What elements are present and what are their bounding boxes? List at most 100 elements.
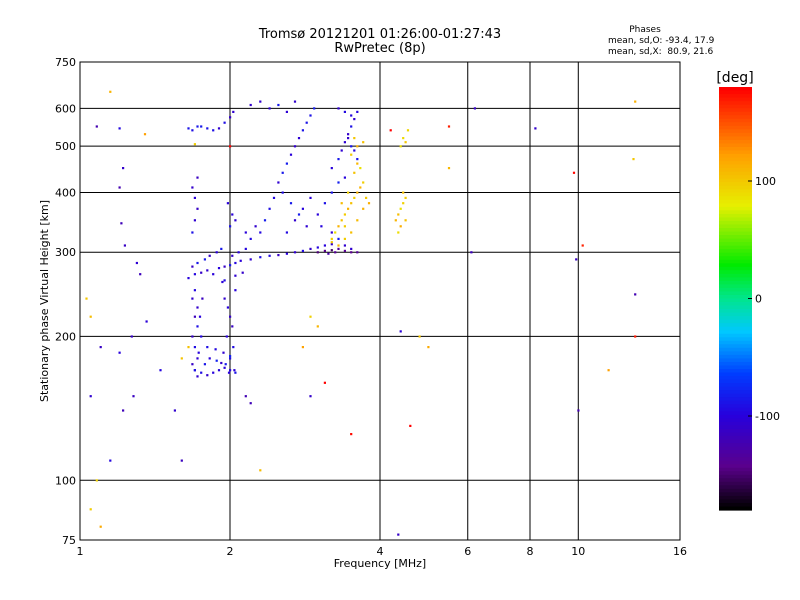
data-point [316, 325, 319, 328]
data-point [285, 162, 288, 165]
x-axis-ticks: 1 2 4 6 8 10 16 [77, 545, 688, 558]
colorbar-band [719, 376, 752, 381]
colorbar-band [719, 203, 752, 208]
colorbar-band [719, 302, 752, 307]
colorbar-band [719, 284, 752, 289]
data-point [327, 252, 330, 255]
grid-lines [80, 62, 680, 540]
colorbar-band [719, 361, 752, 367]
colorbar-band [719, 485, 752, 490]
data-point [399, 207, 402, 210]
data-point [214, 348, 217, 351]
colorbar-band [719, 393, 752, 398]
colorbar-band [719, 365, 752, 370]
colorbar-band [719, 277, 752, 282]
data-point [343, 249, 346, 252]
colorbar-band [719, 94, 752, 99]
data-point [399, 145, 402, 148]
legend-header: Phases [629, 25, 661, 35]
data-point [229, 369, 232, 372]
data-point [343, 176, 346, 179]
data-point [323, 244, 326, 247]
data-point [362, 207, 365, 210]
data-point [196, 261, 199, 265]
data-point [229, 355, 232, 358]
legend-line-o: mean, sd,O: -93.4, 17.9 [608, 36, 715, 46]
data-point [330, 243, 333, 246]
colorbar-band [719, 129, 752, 134]
data-point [200, 271, 203, 274]
data-point [259, 100, 262, 103]
data-point [130, 335, 133, 338]
data-point [229, 225, 232, 228]
data-point [356, 158, 359, 161]
data-point [350, 433, 353, 436]
y-axis-ticks: 75 100 200 300 400 500 600 750 [55, 56, 76, 547]
colorbar-band [719, 238, 752, 243]
data-point [206, 374, 209, 377]
data-point [309, 247, 312, 250]
colorbar-band [719, 294, 752, 300]
data-point [109, 90, 112, 93]
data-point [196, 375, 199, 378]
data-point [193, 346, 196, 349]
colorbar-band [719, 453, 752, 458]
data-point [225, 335, 228, 338]
data-point [356, 145, 359, 148]
data-point [259, 256, 262, 259]
data-point [234, 261, 237, 265]
data-point [196, 306, 199, 309]
data-point [206, 127, 209, 130]
colorbar-band [719, 390, 752, 395]
data-point [309, 196, 312, 199]
colorbar-band [719, 263, 752, 268]
data-point [122, 167, 125, 170]
data-point [191, 186, 194, 189]
colorbar-band [719, 369, 752, 374]
data-point [337, 237, 340, 240]
data-point [89, 315, 92, 318]
data-point [173, 409, 176, 412]
data-point [353, 118, 356, 121]
data-point [139, 273, 142, 276]
data-point [89, 395, 92, 398]
data-point [330, 167, 333, 170]
data-point [281, 191, 284, 194]
data-point [343, 110, 346, 113]
colorbar-band [719, 464, 752, 469]
x-tick-label: 4 [377, 545, 384, 558]
data-point [340, 219, 343, 222]
chart-subtitle: RwPretec (8p) [334, 41, 425, 56]
colorbar-band [719, 379, 752, 384]
colorbar-band [719, 298, 752, 303]
colorbar-band [719, 287, 752, 293]
data-point [323, 381, 326, 384]
data-point [301, 346, 304, 349]
colorbar-tick-label: -100 [755, 410, 780, 423]
data-point [249, 237, 252, 240]
data-point [203, 363, 206, 366]
colorbar-band [719, 143, 752, 148]
data-point [244, 395, 247, 398]
data-point [223, 366, 226, 369]
data-point [99, 346, 102, 349]
data-point [227, 371, 231, 374]
colorbar-band [719, 104, 752, 109]
colorbar-band [719, 185, 752, 190]
colorbar-band [719, 418, 752, 423]
colorbar-band [719, 351, 752, 356]
colorbar-band [719, 499, 752, 504]
data-point [239, 259, 242, 262]
colorbar-band [719, 340, 752, 345]
data-point [634, 335, 637, 338]
data-point [203, 258, 206, 261]
data-point [362, 181, 365, 184]
data-point [180, 459, 183, 462]
data-point [356, 162, 359, 165]
data-point [330, 249, 333, 252]
data-point [316, 246, 319, 249]
data-point [350, 247, 353, 250]
colorbar-band [719, 97, 752, 102]
data-point [409, 424, 412, 427]
